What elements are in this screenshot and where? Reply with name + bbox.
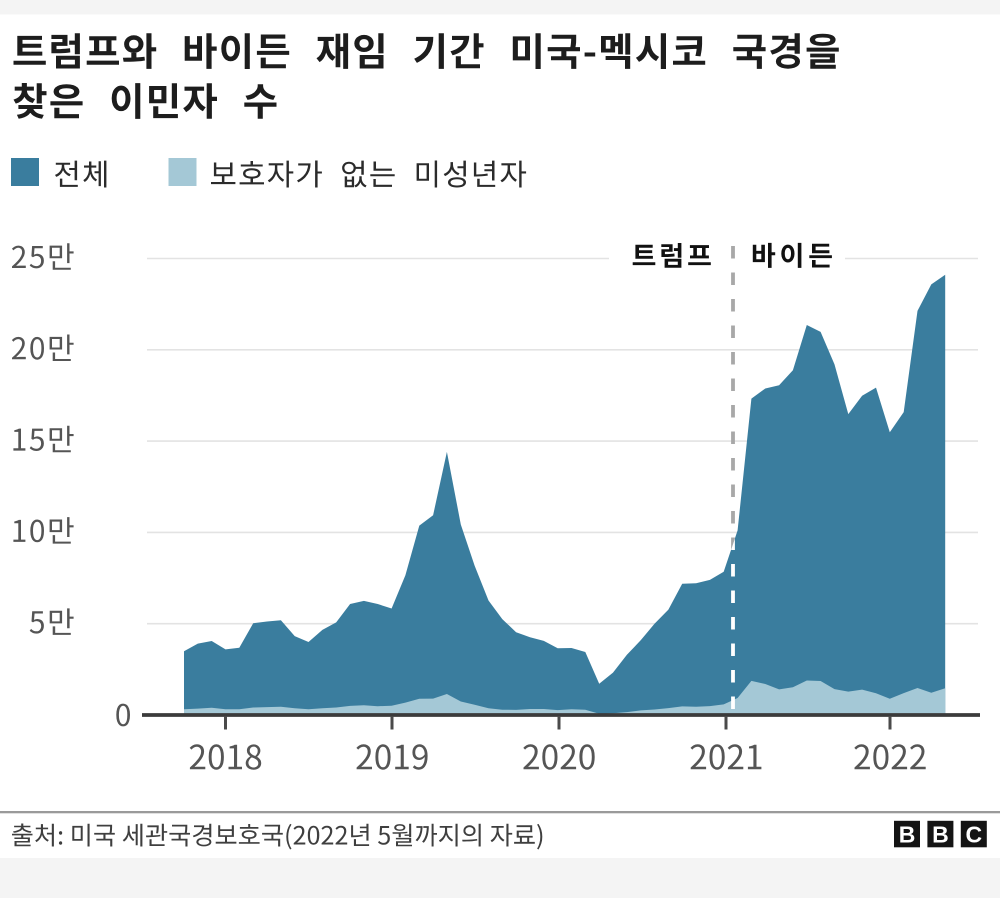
svg-text:B: B: [899, 822, 916, 848]
svg-text:B: B: [932, 822, 949, 848]
svg-text:C: C: [965, 822, 982, 848]
